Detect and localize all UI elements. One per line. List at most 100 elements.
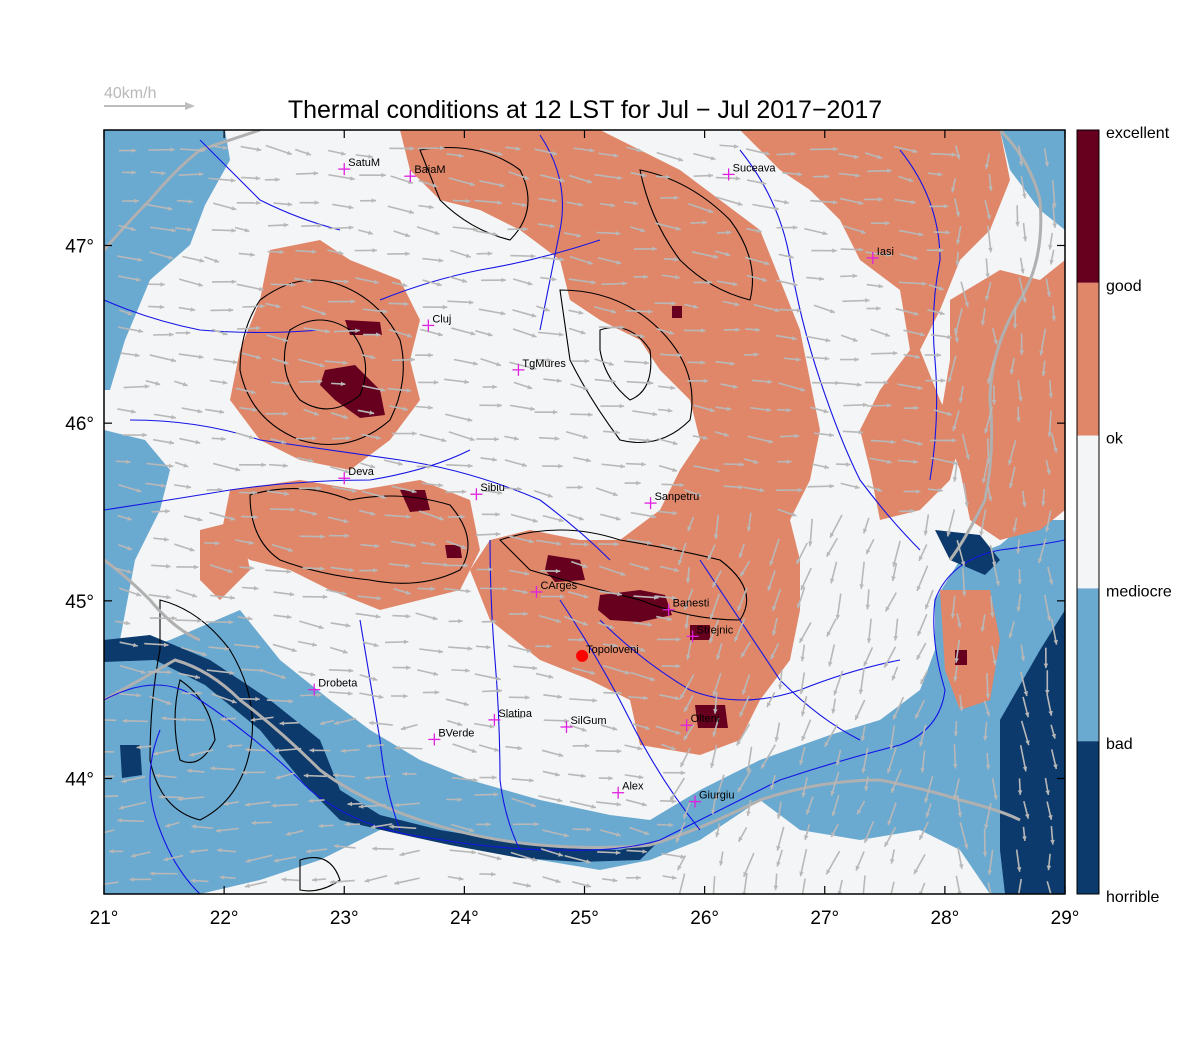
wind-arrowhead [224, 646, 230, 651]
wind-arrowhead [835, 614, 841, 620]
city-deva[interactable]: Deva [338, 466, 375, 485]
wind-arrowhead [559, 257, 565, 262]
wind-arrowhead [258, 286, 264, 292]
wind-arrowhead [348, 668, 354, 673]
wind-arrowhead [557, 694, 562, 699]
city-baiam[interactable]: BaiaM [404, 164, 446, 183]
wind-arrowhead [189, 752, 195, 757]
wind-arrowhead [310, 672, 316, 677]
wind-arrowhead [732, 281, 738, 287]
wind-arrowhead [955, 211, 961, 217]
wind-arrowhead [532, 857, 538, 862]
wind-arrowhead [984, 428, 989, 434]
wind-arrowhead [1051, 733, 1056, 739]
wind-arrowhead [858, 429, 864, 435]
wind-arrowhead [668, 822, 674, 828]
wind-arrowhead [800, 656, 805, 662]
city-giurgiu[interactable]: Giurgiu [689, 790, 734, 808]
city-silgum[interactable]: SilGum [560, 715, 607, 733]
wind-arrowhead [556, 378, 562, 383]
city-tgmures[interactable]: TgMures [512, 358, 566, 376]
lon-tick-label: 29° [1051, 908, 1080, 929]
wind-arrowhead [329, 879, 335, 885]
wind-arrow [712, 876, 716, 894]
wind-arrowhead [667, 408, 673, 413]
wind-arrowhead [319, 362, 325, 368]
city-suceava[interactable]: Suceava [722, 162, 777, 181]
city-carges[interactable]: CArges [530, 580, 578, 598]
wind-arrowhead [496, 855, 502, 861]
wind-arrowhead [718, 860, 724, 866]
wind-arrowhead [679, 482, 685, 488]
wind-arrowhead [161, 716, 167, 721]
wind-arrowhead [345, 436, 351, 441]
wind-arrowhead [256, 354, 262, 360]
city-banesti[interactable]: Banesti [662, 598, 710, 616]
wind-arrowhead [364, 878, 370, 883]
city-strejnic[interactable]: Strejnic [686, 624, 734, 643]
wind-arrowhead [358, 804, 364, 809]
wind-arrowhead [126, 516, 132, 521]
wind-arrowhead [707, 555, 712, 561]
wind-arrowhead [940, 378, 946, 383]
wind-arrowhead [275, 303, 281, 309]
city-bverde[interactable]: BVerde [428, 727, 474, 746]
wind-arrowhead [283, 463, 288, 468]
wind-arrowhead [376, 595, 382, 601]
city-label: Drobeta [318, 678, 358, 690]
city-drobeta[interactable]: Drobeta [308, 678, 358, 696]
wind-arrowhead [546, 644, 552, 649]
wind-arrowhead [308, 798, 314, 804]
wind-arrowhead [637, 745, 643, 751]
colorbar: excellent good ok mediocre bad horrible [1076, 125, 1172, 906]
city-olteni[interactable]: Olteni [680, 713, 720, 732]
wind-arrowhead [231, 699, 237, 704]
wind-arrowhead [457, 721, 463, 727]
wind-arrowhead [230, 595, 235, 600]
wind-arrowhead [947, 334, 952, 340]
wind-arrowhead [619, 325, 625, 330]
wind-arrowhead [228, 307, 234, 313]
city-sibiu[interactable]: Sibiu [470, 482, 505, 501]
wind-arrowhead [708, 173, 714, 178]
wind-arrowhead [244, 227, 250, 233]
city-cluj[interactable]: Cluj [422, 313, 451, 332]
wind-arrowhead [364, 775, 370, 780]
wind-arrowhead [497, 403, 502, 408]
lon-tick-label: 27° [810, 908, 839, 929]
wind-arrowhead [1021, 502, 1027, 507]
wind-arrowhead [768, 439, 774, 444]
city-iasi[interactable]: Iasi [866, 246, 894, 264]
wind-arrowhead [825, 337, 831, 343]
wind-arrowhead [368, 720, 374, 726]
city-alex[interactable]: Alex [612, 781, 644, 799]
wind-arrowhead [348, 225, 354, 230]
wind-arrowhead [287, 547, 293, 552]
wind-arrowhead [531, 365, 537, 371]
city-satum[interactable]: SatuM [338, 157, 380, 176]
wind-arrowhead [1016, 548, 1021, 554]
wind-arrowhead [321, 310, 327, 316]
wind-arrowhead [347, 691, 353, 696]
wind-arrowhead [988, 186, 993, 191]
wind-arrowhead [612, 726, 618, 731]
wind-arrowhead [1051, 316, 1057, 321]
wind-arrowhead [824, 356, 830, 361]
wind-arrowhead [939, 310, 945, 316]
wind-arrowhead [990, 612, 995, 618]
wind-arrowhead [797, 487, 803, 493]
city-sanpetru[interactable]: Sanpetru [644, 491, 700, 510]
wind-arrow [569, 698, 597, 702]
city-slatina[interactable]: Slatina [488, 708, 533, 726]
wind-arrowhead [109, 849, 114, 854]
wind-arrowhead [253, 514, 258, 520]
wind-arrowhead [260, 668, 265, 673]
wind-arrowhead [186, 768, 192, 774]
wind-arrow [715, 196, 743, 206]
colorbar-segment [1077, 741, 1099, 894]
wind-arrowhead [726, 230, 732, 235]
wind-arrowhead [578, 485, 583, 490]
city-topoloveni[interactable]: Topoloveni [576, 644, 639, 662]
wind-arrowhead [943, 203, 949, 209]
wind-arrowhead [878, 283, 884, 289]
